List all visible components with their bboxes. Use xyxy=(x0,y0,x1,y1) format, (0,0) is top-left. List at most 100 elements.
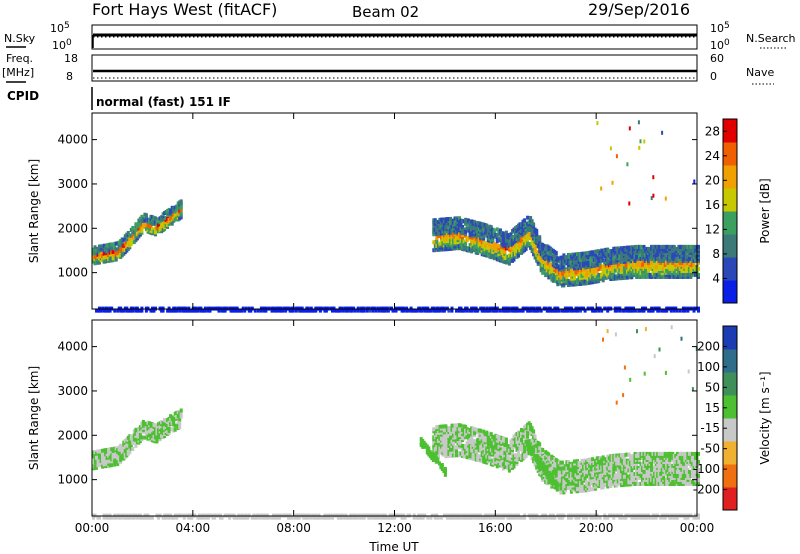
power-cell xyxy=(520,308,523,313)
velocity-cell xyxy=(143,435,147,440)
power-cell xyxy=(495,257,499,262)
power-cell xyxy=(158,220,162,225)
velocity-cell xyxy=(440,463,444,468)
velocity-cell xyxy=(622,464,626,469)
velocity-cell xyxy=(594,484,598,489)
colorbar-tick-label: 4 xyxy=(712,271,720,285)
cpid-text: normal (fast) 151 IF xyxy=(96,95,231,109)
velocity-cell xyxy=(606,462,610,467)
power-cell xyxy=(521,219,525,224)
power-x-ticks xyxy=(91,113,698,309)
power-cell xyxy=(132,240,136,245)
power-cell xyxy=(447,229,451,233)
power-cell xyxy=(303,308,307,313)
power-cell xyxy=(495,245,499,250)
velocity-cell xyxy=(495,452,499,457)
power-cell xyxy=(541,266,545,271)
velocity-cell xyxy=(108,459,112,464)
power-cell xyxy=(628,126,631,131)
power-cell xyxy=(557,257,561,262)
power-cell xyxy=(668,258,672,263)
power-cell xyxy=(471,241,475,246)
power-cell xyxy=(93,255,97,260)
power-cell xyxy=(501,231,505,236)
velocity-cell xyxy=(538,442,542,447)
power-cell xyxy=(131,226,135,230)
velocity-cell xyxy=(485,430,489,435)
power-cell xyxy=(596,121,599,126)
power-cell xyxy=(582,263,585,268)
velocity-cell xyxy=(557,476,561,481)
power-cell xyxy=(594,253,598,258)
power-cell xyxy=(459,234,463,239)
power-cell xyxy=(612,252,616,257)
velocity-cell xyxy=(495,442,499,447)
velocity-cell xyxy=(495,464,499,469)
power-cell xyxy=(455,308,458,313)
power-cell xyxy=(517,253,520,258)
power-cell xyxy=(657,244,661,249)
velocity-cell xyxy=(618,453,622,458)
power-cell xyxy=(163,221,167,226)
velocity-cell xyxy=(553,467,557,471)
velocity-cell xyxy=(524,453,528,458)
velocity-cell xyxy=(95,465,98,470)
velocity-cell xyxy=(681,479,685,484)
velocity-cell xyxy=(678,469,682,474)
power-cell xyxy=(650,196,653,201)
power-cell xyxy=(483,223,487,228)
power-cell xyxy=(678,244,682,249)
velocity-cell xyxy=(120,446,124,451)
power-cell xyxy=(594,257,598,262)
power-cell xyxy=(618,248,622,253)
power-cell xyxy=(532,222,536,227)
velocity-cell xyxy=(483,458,487,462)
power-cell xyxy=(613,250,617,255)
velocity-cell xyxy=(459,451,463,456)
velocity-cell xyxy=(464,424,468,429)
velocity-cell xyxy=(517,450,520,455)
power-cell xyxy=(111,256,115,261)
velocity-cell xyxy=(482,429,486,434)
power-cell xyxy=(483,231,487,236)
power-cell xyxy=(690,258,694,263)
power-cell xyxy=(120,308,124,313)
power-cell xyxy=(495,237,499,242)
power-cell xyxy=(435,236,439,240)
velocity-cell xyxy=(459,439,463,444)
power-cell xyxy=(622,265,626,270)
velocity-cell xyxy=(435,441,439,445)
velocity-cell xyxy=(179,414,183,419)
power-cell xyxy=(643,139,646,144)
power-cell xyxy=(521,247,525,252)
freq-strip-frame xyxy=(91,54,698,82)
power-cell xyxy=(471,219,475,224)
power-cell xyxy=(545,260,549,265)
velocity-cell xyxy=(548,463,552,468)
power-cell xyxy=(169,308,173,313)
velocity-cell xyxy=(569,475,573,480)
velocity-cell xyxy=(157,434,160,439)
power-cell xyxy=(600,308,604,313)
power-cell xyxy=(626,162,629,167)
power-cell xyxy=(630,245,634,250)
velocity-cell xyxy=(547,480,551,485)
power-cell xyxy=(600,186,603,191)
power-cell xyxy=(618,262,622,267)
power-data-layer xyxy=(92,120,700,313)
velocity-cell xyxy=(582,486,585,491)
velocity-cell xyxy=(585,480,589,485)
velocity-cell xyxy=(618,457,622,462)
power-cell xyxy=(666,244,670,249)
power-cell xyxy=(690,244,694,249)
power-cell xyxy=(618,274,622,279)
velocity-cell xyxy=(530,445,534,450)
velocity-cell xyxy=(527,441,531,446)
power-cell xyxy=(473,220,477,225)
velocity-cell xyxy=(607,474,611,479)
power-cell xyxy=(627,265,631,270)
velocity-cell xyxy=(582,472,585,477)
power-cell xyxy=(433,248,437,253)
power-cell xyxy=(545,256,549,261)
